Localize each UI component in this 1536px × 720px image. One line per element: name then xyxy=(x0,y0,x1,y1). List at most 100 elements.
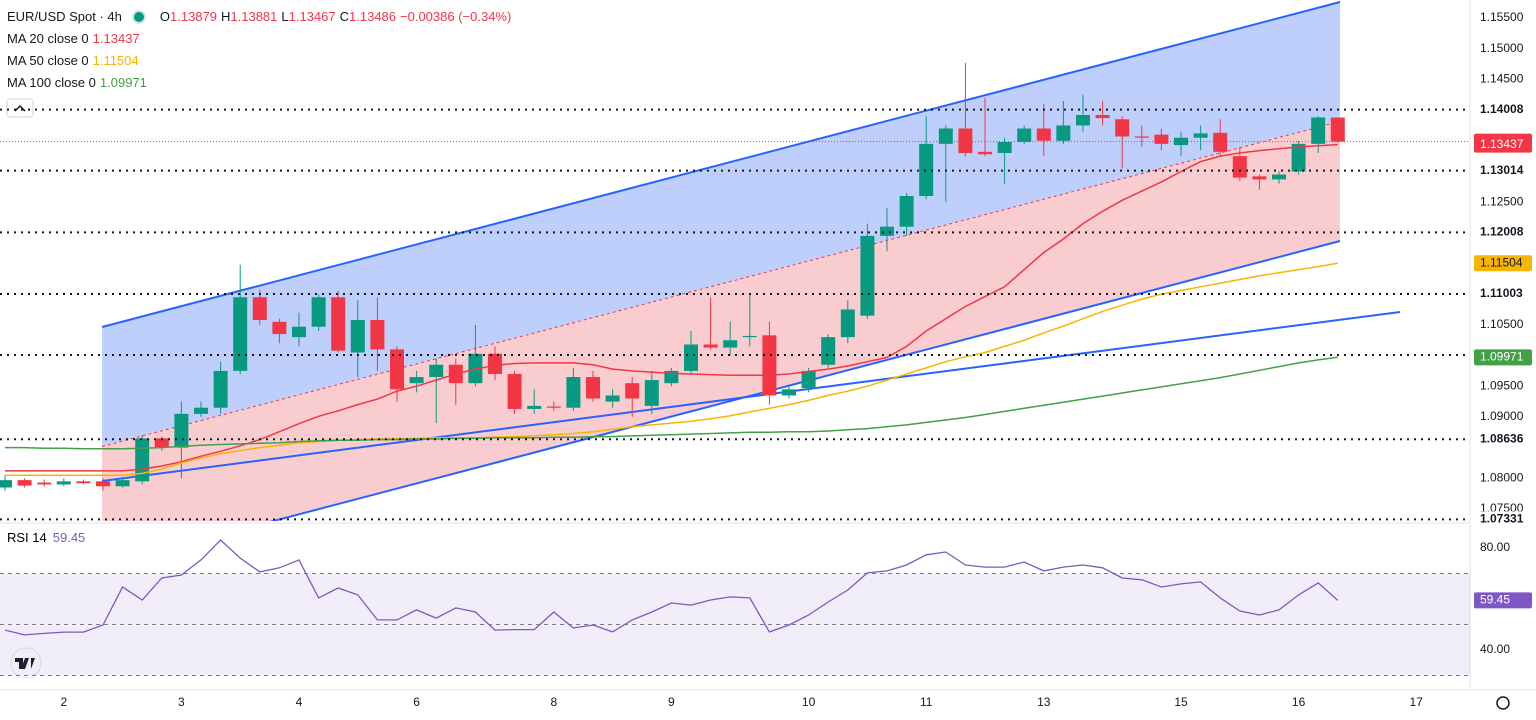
candle-body xyxy=(1252,176,1267,180)
rsi-legend: RSI 14 59.45 xyxy=(7,530,85,545)
ma-line xyxy=(5,356,1338,450)
ohlc-prefix: O xyxy=(159,9,170,24)
ohlc-low: 1.13467 xyxy=(288,9,336,24)
rsi-line xyxy=(4,539,1339,636)
candle-body xyxy=(997,142,1012,154)
price-badge-label: 59.45 xyxy=(1480,593,1510,607)
candle-body xyxy=(154,438,169,448)
header-row: EUR/USD Spot · 4h O 1.13879 H 1.13881 L 1.1… xyxy=(7,6,511,28)
y-tick-label: 80.00 xyxy=(1480,540,1510,554)
candle-body xyxy=(625,383,640,399)
candle-body xyxy=(1213,132,1228,152)
candle-body xyxy=(958,128,973,154)
y-tick-label: 1.15500 xyxy=(1480,10,1524,24)
x-tick-label: 15 xyxy=(1174,695,1188,709)
price-badge-label: 1.09971 xyxy=(1480,350,1524,364)
candle-body xyxy=(880,226,894,236)
candle-body xyxy=(566,377,581,408)
price-badge xyxy=(1474,136,1532,153)
level-badge xyxy=(1474,431,1532,448)
level-label: 1.11003 xyxy=(1480,286,1523,300)
candle-body xyxy=(429,364,444,378)
ma-name: MA 100 close 0 xyxy=(7,75,96,90)
candle-body xyxy=(1154,134,1169,144)
price-badge xyxy=(1474,255,1532,272)
y-tick-label: 1.10500 xyxy=(1480,317,1524,331)
ma-line xyxy=(5,143,1338,472)
x-tick-label: 6 xyxy=(413,695,420,709)
candle-body xyxy=(76,481,91,484)
candle-body xyxy=(546,406,561,408)
level-badge xyxy=(1474,224,1532,241)
candle-body xyxy=(311,297,326,327)
candle-body xyxy=(782,389,796,396)
candle-body xyxy=(292,326,306,338)
candle-body xyxy=(233,297,248,371)
candle-body xyxy=(135,438,150,482)
collapse-icon xyxy=(14,104,26,112)
ohlc-open: 1.13879 xyxy=(170,9,217,24)
channel-lower-fill xyxy=(102,121,1340,521)
x-tick-label: 8 xyxy=(550,695,557,709)
trend-line xyxy=(101,311,1401,482)
ma-value: 1.13437 xyxy=(92,31,140,46)
settings-icon[interactable] xyxy=(1496,696,1510,710)
candle-body xyxy=(507,373,522,409)
x-tick-label: 2 xyxy=(60,695,67,709)
candle-body xyxy=(821,337,836,365)
level-label: 1.12008 xyxy=(1480,225,1524,239)
candle-body xyxy=(96,481,110,487)
rsi-value: 59.45 xyxy=(52,530,86,545)
tv-logo-mark xyxy=(15,658,35,669)
candle-body xyxy=(1193,133,1208,138)
candle-body xyxy=(0,480,12,488)
price-badge xyxy=(1474,592,1532,609)
ma-legend: MA 100 close 0 1.09971 xyxy=(7,72,511,94)
candle-body xyxy=(56,481,71,485)
price-badge xyxy=(1474,349,1532,366)
candle-body xyxy=(1291,143,1306,172)
candle-body xyxy=(331,297,346,351)
y-tick-label: 1.08000 xyxy=(1480,470,1524,484)
x-tick-label: 13 xyxy=(1037,695,1051,709)
ma-line xyxy=(5,262,1338,476)
x-tick-label: 4 xyxy=(296,695,303,709)
candle-body xyxy=(213,370,228,408)
candle-body xyxy=(840,309,855,338)
ohlc-prefix: L xyxy=(281,9,289,24)
ohlc-close: 1.13486 xyxy=(349,9,397,24)
candle-body xyxy=(1272,174,1286,180)
candle-body xyxy=(390,349,404,390)
y-tick-label: 1.09000 xyxy=(1480,409,1524,423)
candle-body xyxy=(370,319,385,350)
candle-body xyxy=(644,380,659,406)
candle-body xyxy=(684,344,698,371)
ohlc-prefix: H xyxy=(221,9,231,24)
candle-body xyxy=(742,335,757,338)
market-status xyxy=(133,12,144,22)
candle-body xyxy=(1017,128,1032,143)
candle-body xyxy=(899,196,914,227)
level-label: 1.13014 xyxy=(1480,163,1524,177)
x-tick-label: 16 xyxy=(1292,695,1306,709)
x-tick-label: 10 xyxy=(802,695,816,709)
rsi-name: RSI 14 xyxy=(7,530,47,545)
candle-body xyxy=(194,407,208,414)
channel-upper-fill xyxy=(102,2,1340,447)
candle-body xyxy=(37,482,52,485)
candle-body xyxy=(723,340,738,348)
level-label: 1.08636 xyxy=(1480,431,1524,445)
candle-body xyxy=(703,344,718,348)
candle-body xyxy=(1036,128,1051,141)
x-tick-label: 11 xyxy=(920,695,933,709)
y-tick-label: 1.15000 xyxy=(1480,41,1524,55)
ohlc-prefix: C xyxy=(339,9,350,24)
candle-body xyxy=(978,151,992,155)
collapse-button[interactable] xyxy=(6,98,34,118)
candle-body xyxy=(1134,136,1149,138)
candle-body xyxy=(860,235,875,316)
ma-name: MA 50 close 0 xyxy=(7,53,89,68)
price-pane xyxy=(0,62,1345,491)
